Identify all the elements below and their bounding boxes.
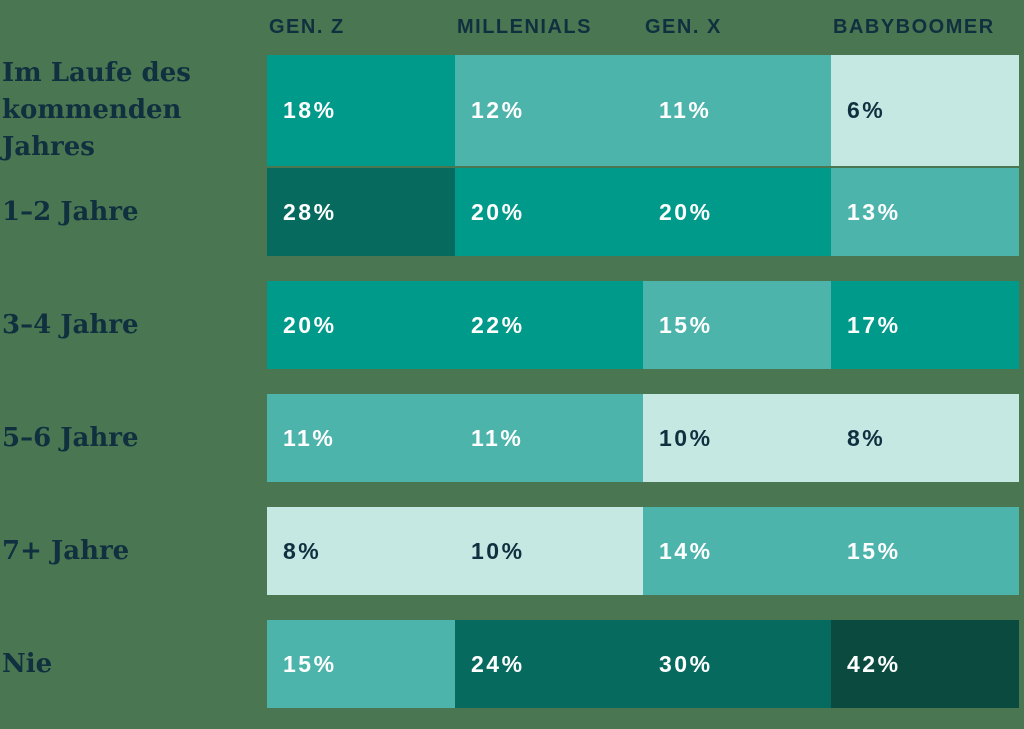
cell-value: 15% <box>847 537 901 564</box>
row-label: Nie <box>2 648 53 679</box>
heatmap-cell: 30% <box>643 620 831 708</box>
heatmap-cell: 12% <box>455 55 643 166</box>
heatmap-cell: 18% <box>267 55 455 166</box>
cell-value: 8% <box>847 424 886 451</box>
cell-value: 20% <box>283 311 337 338</box>
cell-value: 42% <box>847 650 901 677</box>
cell-value: 18% <box>283 97 337 123</box>
cell-value: 22% <box>471 311 525 338</box>
heatmap-cell: 15% <box>267 620 455 708</box>
heatmap-cell: 11% <box>267 394 455 482</box>
cell-value: 12% <box>471 97 525 123</box>
column-header-babyboomer: BABYBOOMER <box>833 16 995 38</box>
cell-value: 11% <box>471 424 524 451</box>
cell-value: 30% <box>659 650 713 677</box>
heatmap-cell: 6% <box>831 55 1019 166</box>
heatmap-cell: 8% <box>831 394 1019 482</box>
heatmap-cell: 28% <box>267 168 455 256</box>
heatmap-row: 7+ Jahre 8% 10% 14% 15% <box>0 507 1019 595</box>
heatmap-cell: 11% <box>455 394 643 482</box>
heatmap-row: Im Laufe des kommenden Jahres 18% 12% 11% 6% <box>0 55 1019 166</box>
cell-value: 15% <box>283 650 337 677</box>
row-label: Im Laufe des kommenden Jahres <box>2 58 191 162</box>
heatmap-cell: 20% <box>455 168 643 256</box>
column-header-millenials: MILLENIALS <box>457 16 592 38</box>
row-label: 1–2 Jahre <box>2 196 139 227</box>
cell-value: 14% <box>659 537 713 564</box>
heatmap-row: 1–2 Jahre 28% 20% 20% 13% <box>0 168 1019 256</box>
heatmap-cell: 14% <box>643 507 831 595</box>
heatmap-cell: 10% <box>643 394 831 482</box>
heatmap-cell: 20% <box>643 168 831 256</box>
column-header-gen-z: GEN. Z <box>269 16 345 38</box>
cell-value: 17% <box>847 311 901 338</box>
cell-value: 20% <box>659 198 713 225</box>
cell-value: 13% <box>847 198 901 225</box>
heatmap-cell: 11% <box>643 55 831 166</box>
cell-value: 8% <box>283 537 322 564</box>
cell-value: 20% <box>471 198 525 225</box>
heatmap-cell: 24% <box>455 620 643 708</box>
column-header-gen-x: GEN. X <box>645 16 722 38</box>
cell-value: 15% <box>659 311 713 338</box>
cell-value: 24% <box>471 650 525 677</box>
heatmap-cell: 20% <box>267 281 455 369</box>
heatmap-rows: Im Laufe des kommenden Jahres 18% 12% 11% 6%… <box>0 55 1024 708</box>
cell-value: 28% <box>283 198 337 225</box>
row-label: 5–6 Jahre <box>2 422 139 453</box>
heatmap-cell: 10% <box>455 507 643 595</box>
heatmap-row: Nie 15% 24% 30% 42% <box>0 620 1019 708</box>
cell-value: 10% <box>471 537 525 564</box>
column-header-row: GEN. Z MILLENIALS GEN. X BABYBOOMER <box>0 0 1019 55</box>
heatmap-row: 5–6 Jahre 11% 11% 10% 8% <box>0 394 1019 482</box>
heatmap-cell: 15% <box>643 281 831 369</box>
heatmap-row: 3–4 Jahre 20% 22% 15% 17% <box>0 281 1019 369</box>
heatmap-cell: 13% <box>831 168 1019 256</box>
heatmap-cell: 15% <box>831 507 1019 595</box>
row-label: 3–4 Jahre <box>2 309 139 340</box>
heatmap-cell: 8% <box>267 507 455 595</box>
heatmap-cell: 17% <box>831 281 1019 369</box>
row-label: 7+ Jahre <box>2 535 130 566</box>
cell-value: 10% <box>659 424 713 451</box>
cell-value: 11% <box>659 97 712 123</box>
cell-value: 6% <box>847 97 886 123</box>
heatmap-cell: 42% <box>831 620 1019 708</box>
heatmap-cell: 22% <box>455 281 643 369</box>
cell-value: 11% <box>283 424 336 451</box>
